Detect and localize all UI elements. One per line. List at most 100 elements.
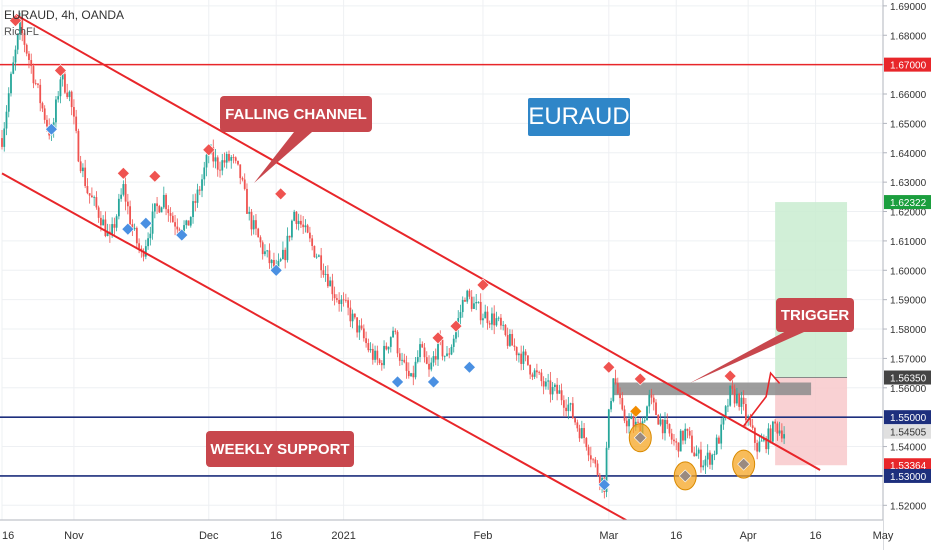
pivot-low-marker (391, 375, 404, 389)
candle (185, 219, 188, 229)
candle (25, 43, 28, 57)
weekly-support-label[interactable]: WEEKLY SUPPORT (206, 431, 354, 467)
candle (742, 390, 745, 411)
candle (349, 300, 352, 328)
candle (153, 203, 156, 219)
candle (122, 180, 125, 197)
candle (55, 95, 57, 129)
candle (295, 211, 298, 230)
candle (583, 422, 585, 444)
candle (518, 352, 520, 363)
candle (286, 227, 289, 263)
highlight-diamond (633, 431, 647, 445)
candle (500, 314, 502, 330)
candle (522, 345, 525, 370)
candle (718, 435, 720, 444)
highlight-diamond (737, 457, 751, 471)
candle (511, 329, 514, 346)
candle (655, 399, 657, 416)
candle (524, 349, 527, 362)
candle (540, 369, 543, 387)
time-axis-bg (0, 520, 883, 550)
price-label-bg (884, 424, 931, 439)
candle (403, 353, 406, 364)
candle (97, 205, 100, 223)
candle (736, 388, 738, 406)
candle (297, 213, 300, 231)
candle (369, 342, 372, 353)
candle (144, 239, 147, 260)
candle (93, 195, 96, 206)
candle (405, 355, 408, 379)
falling-channel[interactable] (1, 13, 821, 524)
candle (362, 324, 365, 342)
candle (479, 293, 482, 325)
candle (156, 197, 158, 214)
candle (560, 383, 563, 406)
candle (84, 159, 87, 189)
candle (468, 288, 471, 300)
candle (711, 453, 714, 470)
time-axis[interactable]: 16 Nov Dec 16 2021 Feb Mar 16 Apr 16 May (0, 519, 894, 550)
candle (196, 183, 199, 208)
candle (142, 248, 145, 262)
author-name: RichFL (4, 26, 39, 38)
falling-channel-label[interactable]: FALLING CHANNEL (220, 96, 372, 132)
price-label: 1.53000 (890, 472, 927, 483)
pivot-low-marker (121, 222, 135, 236)
candle (428, 355, 430, 377)
position-tool[interactable] (775, 202, 848, 466)
candle (241, 176, 244, 182)
candle (448, 348, 451, 359)
candle (32, 63, 35, 89)
candle (261, 240, 264, 260)
pivot-high-marker (54, 64, 67, 77)
candle (79, 155, 82, 174)
candle (509, 329, 511, 347)
candle (66, 83, 69, 99)
candle (520, 345, 523, 371)
candle (41, 101, 44, 113)
candle (165, 193, 167, 216)
trigger-label[interactable]: TRIGGER (776, 298, 854, 332)
candle (331, 273, 334, 301)
trigger-zone[interactable] (613, 382, 812, 396)
candle (21, 10, 24, 42)
candle (376, 345, 379, 366)
candle (571, 397, 574, 419)
price-axis[interactable]: 1.69000 1.68000 1.67000 1.66000 1.65000 1.640… (882, 0, 932, 550)
candle (192, 194, 194, 224)
projection-path[interactable] (743, 371, 781, 427)
candle (291, 219, 293, 241)
target-zone (775, 202, 848, 378)
candle (57, 91, 60, 103)
pivot-low-marker (597, 478, 611, 492)
candle (682, 430, 684, 445)
candle (702, 460, 705, 471)
pivot-low-marker (175, 228, 189, 242)
candle (578, 424, 581, 442)
candle (713, 450, 716, 461)
price-label: 1.53364 (890, 461, 927, 472)
candle (549, 371, 552, 403)
candle (774, 419, 777, 432)
candle (135, 226, 138, 250)
pivot-high-marker (723, 369, 737, 383)
candle (661, 419, 664, 440)
candle (322, 263, 325, 278)
candle (356, 317, 358, 338)
callout-pointers (254, 132, 804, 383)
symbol-label[interactable]: EURAUD (528, 98, 630, 136)
candle (284, 247, 287, 269)
candle (365, 331, 367, 348)
candle (5, 105, 8, 136)
candle (652, 394, 655, 411)
candle (86, 178, 89, 195)
candle (358, 319, 361, 340)
candle (434, 348, 437, 366)
candle (477, 301, 480, 304)
candle (3, 122, 6, 152)
candle (720, 418, 723, 450)
candle (619, 387, 621, 405)
